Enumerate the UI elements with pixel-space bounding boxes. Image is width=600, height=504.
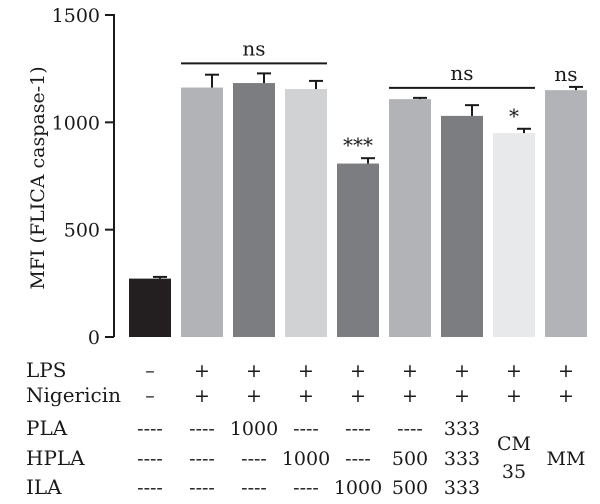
table-cell: + bbox=[246, 360, 262, 382]
table-cell: + bbox=[454, 360, 470, 382]
table-row-label: PLA bbox=[26, 416, 68, 440]
treatment-table: LPS – + + + + + + + + Nigericin – + + + + + + + + PLA ---- ---… bbox=[26, 358, 585, 499]
table-cell: + bbox=[402, 360, 418, 382]
table-merged-cell: CM bbox=[497, 433, 531, 455]
bar bbox=[337, 163, 379, 337]
table-cell: ---- bbox=[293, 477, 319, 499]
table-cell: + bbox=[506, 360, 522, 382]
table-cell: + bbox=[558, 385, 574, 407]
y-tick-label: 500 bbox=[64, 220, 100, 242]
table-cell: – bbox=[145, 385, 155, 407]
significance-label: * bbox=[509, 104, 519, 128]
bracket-label: ns bbox=[450, 61, 473, 85]
table-cell: ---- bbox=[293, 418, 319, 440]
bar bbox=[129, 278, 171, 337]
table-cell: ---- bbox=[137, 448, 163, 470]
table-cell: + bbox=[194, 385, 210, 407]
table-cell: + bbox=[298, 385, 314, 407]
table-cell: ---- bbox=[137, 477, 163, 499]
table-cell: 500 bbox=[392, 448, 428, 470]
table-cell: + bbox=[454, 385, 470, 407]
table-cell: + bbox=[298, 360, 314, 382]
y-axis: 0 500 1000 1500 bbox=[52, 5, 115, 349]
y-tick-label: 1000 bbox=[52, 112, 100, 134]
table-cell: + bbox=[506, 385, 522, 407]
bar bbox=[181, 87, 223, 337]
table-cell: 333 bbox=[444, 418, 480, 440]
bar bbox=[233, 83, 275, 337]
table-merged-cell: 35 bbox=[502, 461, 526, 483]
bars: ****ns bbox=[129, 62, 587, 338]
y-axis-label: MFI (FLICA caspase-1) bbox=[27, 66, 49, 289]
table-cell: 1000 bbox=[230, 418, 278, 440]
table-cell: ---- bbox=[345, 448, 371, 470]
y-tick-label: 1500 bbox=[52, 5, 100, 27]
significance-brackets: ns ns bbox=[181, 36, 535, 89]
bar bbox=[389, 99, 431, 338]
table-cell: 333 bbox=[444, 448, 480, 470]
bar bbox=[493, 133, 535, 337]
table-cell: ---- bbox=[345, 418, 371, 440]
bracket-label: ns bbox=[242, 36, 265, 60]
table-merged-cell: MM bbox=[547, 448, 586, 470]
table-cell: + bbox=[350, 360, 366, 382]
table-cell: 500 bbox=[392, 477, 428, 499]
table-cell: 333 bbox=[444, 477, 480, 499]
table-cell: ---- bbox=[241, 448, 267, 470]
table-row-label: ILA bbox=[26, 475, 62, 499]
table-cell: ---- bbox=[241, 477, 267, 499]
table-cell: ---- bbox=[397, 418, 423, 440]
table-cell: + bbox=[194, 360, 210, 382]
table-cell: + bbox=[350, 385, 366, 407]
significance-label: *** bbox=[343, 133, 373, 157]
bar bbox=[545, 90, 587, 337]
table-row-label: LPS bbox=[26, 358, 66, 382]
y-tick-label: 0 bbox=[88, 327, 100, 349]
table-cell: 1000 bbox=[334, 477, 382, 499]
table-row-label: HPLA bbox=[26, 446, 85, 470]
table-cell: + bbox=[402, 385, 418, 407]
table-cell: ---- bbox=[189, 477, 215, 499]
table-cell: ---- bbox=[189, 418, 215, 440]
significance-label: ns bbox=[554, 62, 577, 86]
table-cell: ---- bbox=[189, 448, 215, 470]
bar bbox=[441, 115, 483, 337]
table-cell: 1000 bbox=[282, 448, 330, 470]
bar bbox=[285, 89, 327, 337]
table-cell: – bbox=[145, 360, 155, 382]
table-row-label: Nigericin bbox=[26, 383, 121, 407]
table-cell: + bbox=[246, 385, 262, 407]
table-cell: ---- bbox=[137, 418, 163, 440]
table-cell: + bbox=[558, 360, 574, 382]
